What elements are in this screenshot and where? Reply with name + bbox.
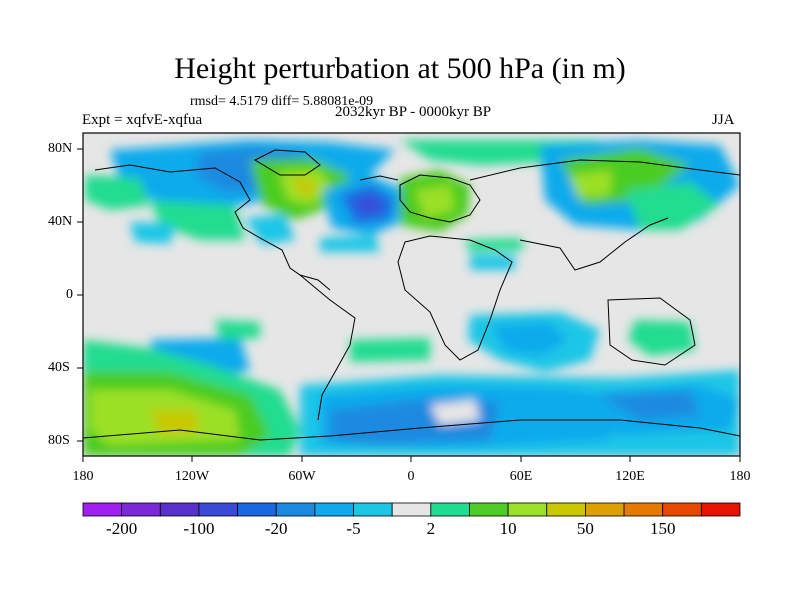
- lat-label-40s: 40S: [48, 360, 70, 375]
- lat-label-40n: 40N: [48, 214, 73, 229]
- season-label: JJA: [712, 112, 735, 128]
- lon-label-180e: 180: [729, 469, 751, 484]
- colorbar-label: -20: [264, 519, 288, 538]
- colorbar-label: 2: [426, 519, 436, 538]
- lon-label-180w: 180: [72, 469, 94, 484]
- colorbar-swatch: [353, 502, 393, 517]
- lon-label-60e: 60E: [509, 469, 533, 484]
- lat-label-80s: 80S: [48, 433, 70, 448]
- colorbar-swatch: [623, 502, 664, 517]
- colorbar-label: -5: [346, 519, 361, 538]
- lat-label-0: 0: [66, 287, 73, 302]
- experiment-label: Expt = xqfvE-xqfua: [82, 112, 203, 128]
- rmsd-diff-stats: rmsd= 4.5179 diff= 5.88081e-09: [190, 94, 374, 109]
- coastlines: [83, 149, 740, 441]
- lon-label-120w: 120W: [174, 469, 210, 484]
- colorbar-swatch: [198, 502, 238, 517]
- height-perturbation-field: [83, 133, 740, 456]
- colorbar-label: 150: [649, 519, 676, 538]
- colorbar-swatch: [391, 502, 432, 517]
- colorbar-swatch: [700, 502, 741, 517]
- colorbar-swatch: [237, 502, 277, 517]
- lon-label-120e: 120E: [615, 469, 645, 484]
- colorbar: [82, 502, 741, 517]
- colorbar-swatch: [585, 502, 625, 517]
- lat-label-80n: 80N: [48, 141, 73, 156]
- colorbar-swatch: [314, 502, 354, 517]
- colorbar-label: 10: [499, 519, 517, 538]
- colorbar-label: -100: [183, 519, 215, 538]
- colorbar-swatch: [662, 502, 702, 517]
- colorbar-swatch: [430, 502, 470, 517]
- colorbar-swatch: [82, 502, 123, 517]
- colorbar-swatch: [469, 502, 509, 517]
- colorbar-swatch: [507, 502, 548, 517]
- colorbar-swatch: [546, 502, 586, 517]
- colorbar-label: 50: [576, 519, 594, 538]
- colorbar-swatch: [121, 502, 161, 517]
- lon-label-60w: 60W: [288, 469, 316, 484]
- colorbar-swatch: [159, 502, 200, 517]
- lon-label-0: 0: [407, 469, 415, 484]
- period-label: 2032kyr BP - 0000kyr BP: [334, 104, 492, 120]
- colorbar-label: -200: [106, 519, 138, 538]
- axis-ticks: [77, 148, 741, 462]
- map-title: Height perturbation at 500 hPa (in m): [174, 52, 626, 85]
- colorbar-swatch: [275, 502, 316, 517]
